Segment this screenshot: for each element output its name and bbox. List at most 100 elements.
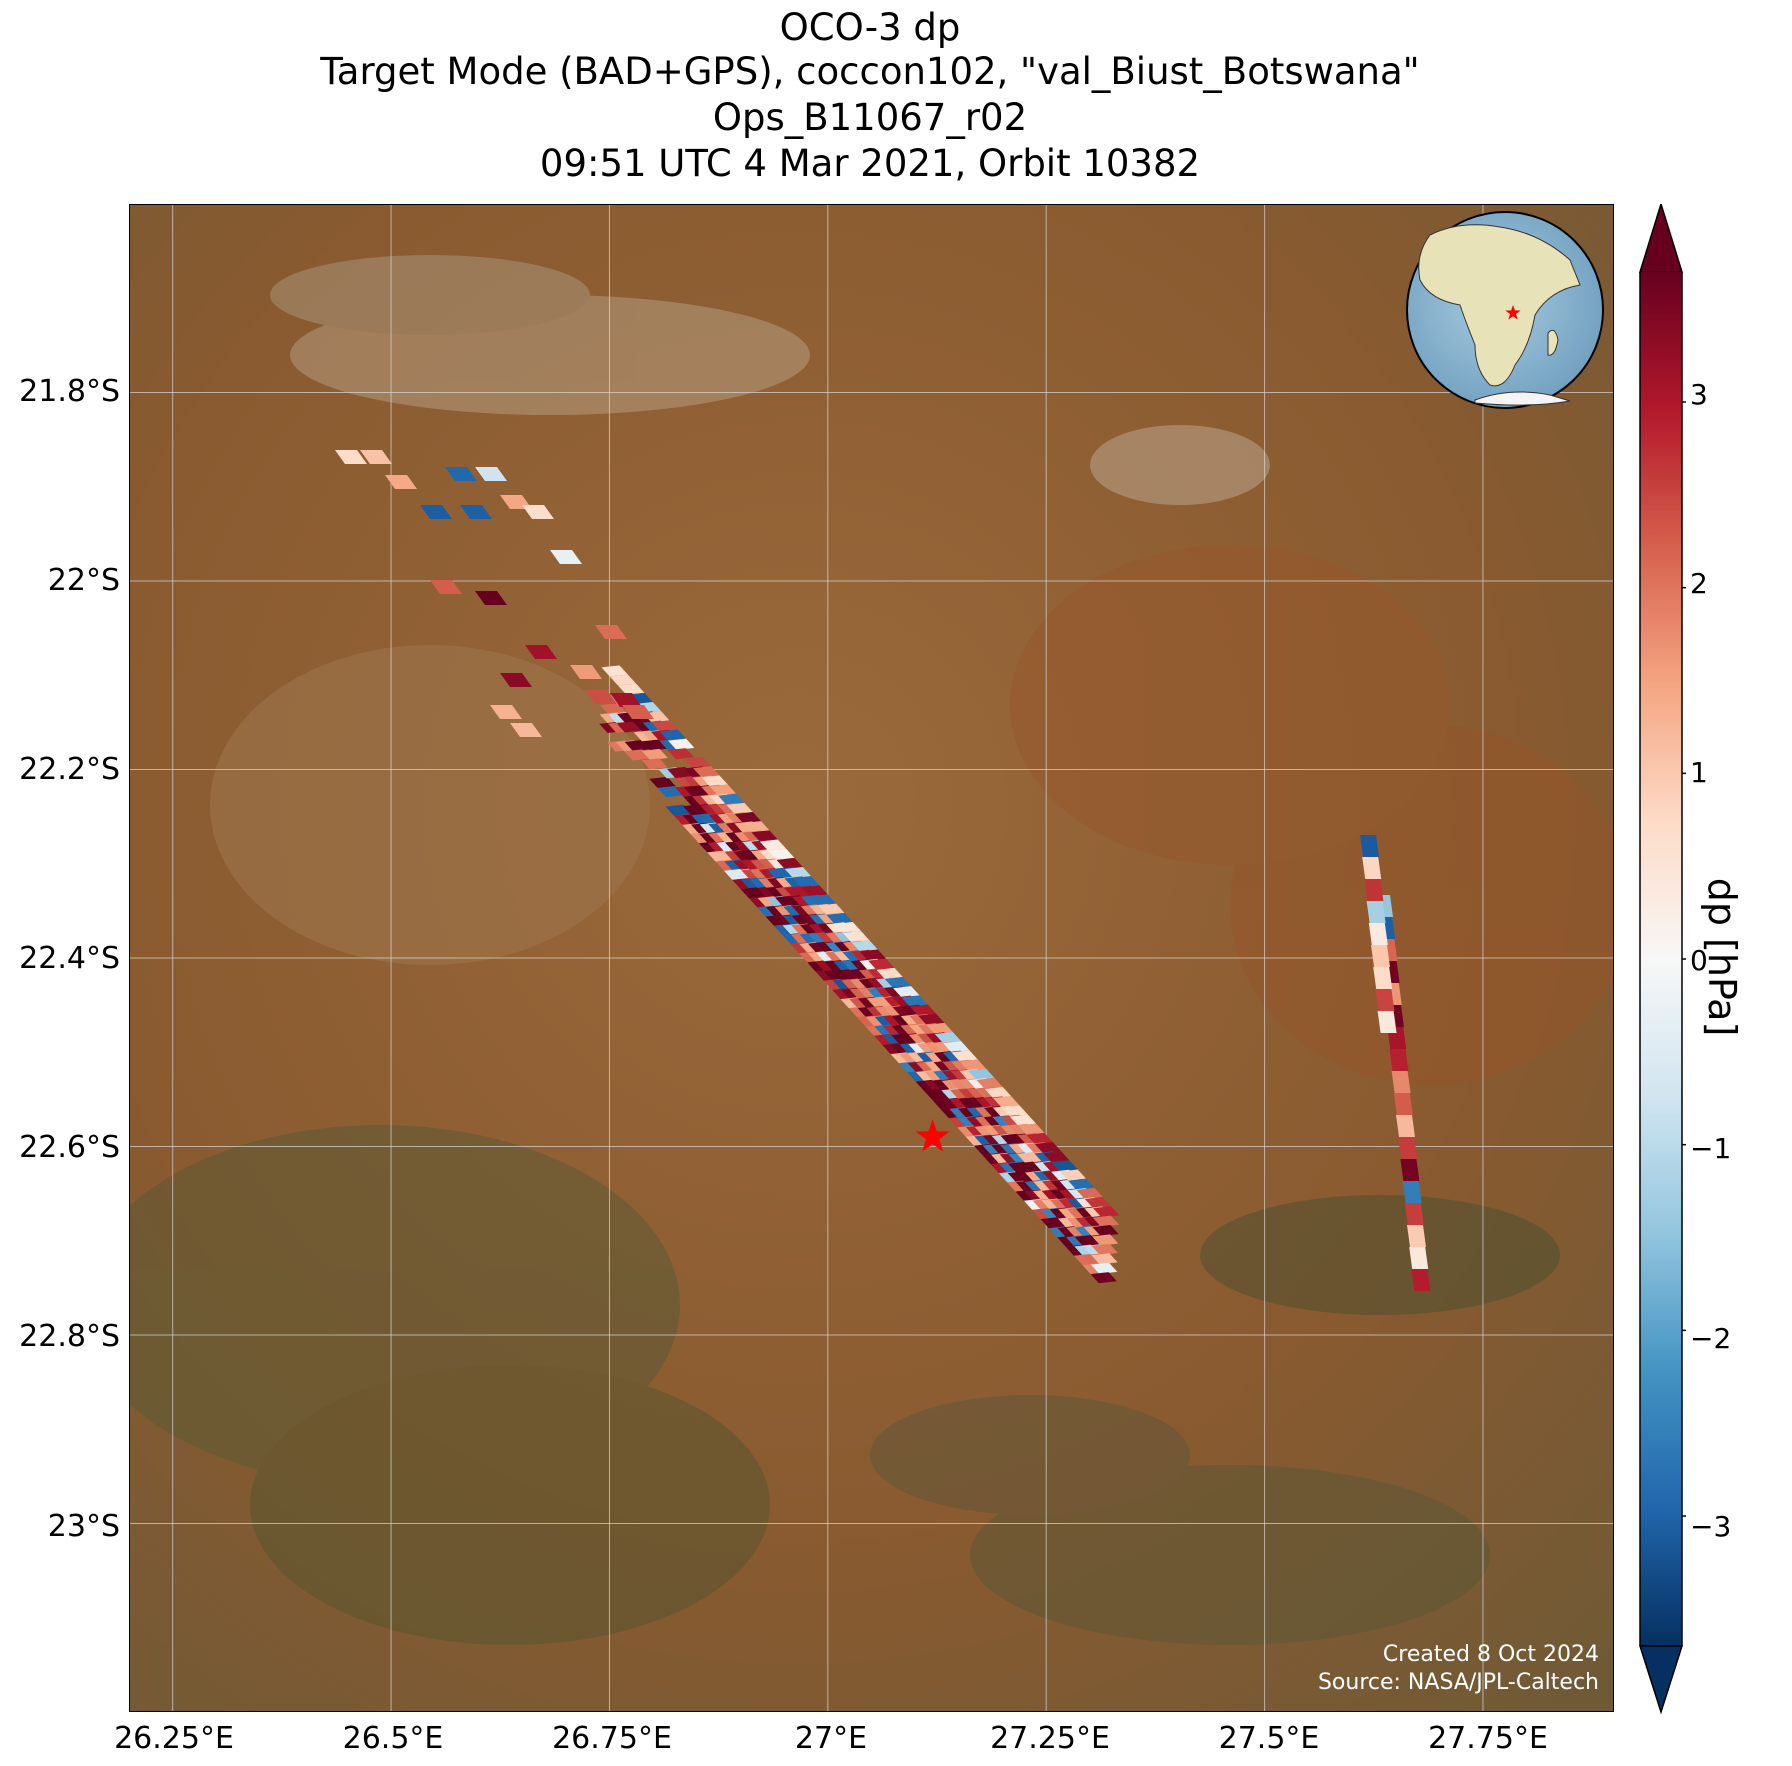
sounding-cell bbox=[1398, 1137, 1418, 1159]
sounding-cell bbox=[609, 674, 637, 686]
lat-label-22.4: 22.4°S bbox=[19, 941, 120, 976]
sounding-cell bbox=[1400, 1159, 1420, 1181]
lon-label-26.5: 26.5°E bbox=[342, 1721, 444, 1756]
sounding-cell bbox=[1051, 1160, 1078, 1172]
sounding-cell bbox=[1076, 1187, 1103, 1199]
sounding-cell bbox=[859, 949, 887, 961]
globe-antarctica bbox=[1474, 391, 1571, 406]
terrain-texture bbox=[130, 255, 1613, 1645]
sounding-cell bbox=[826, 912, 853, 924]
sounding-cell bbox=[445, 467, 477, 481]
sounding-cell bbox=[868, 958, 895, 970]
sounding-cell bbox=[1001, 1105, 1028, 1117]
sounding-cell bbox=[759, 839, 787, 851]
title-line-1: OCO-3 dp bbox=[779, 6, 961, 49]
sounding-cell bbox=[1371, 945, 1390, 967]
sounding-cell bbox=[884, 976, 912, 989]
sounding-cell bbox=[525, 645, 557, 659]
inset-globe bbox=[1406, 211, 1604, 409]
sounding-cell bbox=[1364, 879, 1384, 901]
sounding-cell bbox=[793, 876, 820, 888]
sounding-cell bbox=[1092, 1224, 1119, 1237]
sounding-cell bbox=[1366, 901, 1386, 923]
sounding-cell bbox=[726, 802, 753, 814]
sounding-cell bbox=[360, 450, 392, 464]
sounding-cell bbox=[641, 758, 668, 770]
lat-label-22.8: 22.8°S bbox=[19, 1319, 120, 1354]
sounding-cell bbox=[1068, 1178, 1095, 1190]
sounding-cell bbox=[709, 784, 737, 796]
sounding-cell bbox=[693, 766, 720, 778]
cbar-tick-1: 1 bbox=[1690, 756, 1708, 789]
sounding-cell bbox=[601, 665, 628, 677]
sounding-cell bbox=[1377, 1011, 1397, 1033]
sounding-cell bbox=[743, 821, 770, 833]
sounding-cell bbox=[651, 720, 678, 732]
map-panel[interactable]: Created 8 Oct 2024 Source: NASA/JPL-Calt… bbox=[129, 204, 1614, 1712]
colorbar bbox=[1638, 204, 1686, 1714]
colorbar-extend-min bbox=[1638, 1645, 1684, 1714]
sounding-cell bbox=[768, 848, 795, 860]
cbar-tick-3: 3 bbox=[1690, 378, 1708, 411]
sounding-cell bbox=[1409, 1247, 1429, 1269]
sounding-cell bbox=[1092, 1234, 1119, 1246]
sounding-swath bbox=[335, 450, 1120, 1284]
sounding-cell bbox=[1018, 1123, 1045, 1135]
sounding-cell bbox=[500, 673, 532, 687]
sounding-cell bbox=[1091, 1253, 1118, 1265]
gridlines bbox=[130, 205, 1613, 1711]
sounding-cell bbox=[659, 729, 687, 741]
sounding-cell bbox=[1090, 1262, 1118, 1274]
sounding-cell bbox=[622, 705, 654, 719]
sounding-cell bbox=[801, 885, 828, 897]
sounding-cell bbox=[776, 857, 803, 869]
sounding-cell bbox=[909, 1004, 937, 1016]
sounding-cell bbox=[976, 1077, 1003, 1089]
sounding-cell bbox=[1407, 1225, 1426, 1247]
lat-label-22.6: 22.6°S bbox=[19, 1130, 120, 1165]
sounding-cell bbox=[420, 505, 452, 519]
sounding-cell bbox=[1396, 1115, 1415, 1137]
sounding-cell bbox=[843, 931, 870, 943]
sounding-cell bbox=[668, 738, 695, 750]
title-line-4: 09:51 UTC 4 Mar 2021, Orbit 10382 bbox=[539, 142, 1201, 185]
sounding-cell bbox=[550, 550, 582, 564]
lon-label-26.75: 26.75°E bbox=[552, 1721, 672, 1756]
sounding-cell bbox=[585, 690, 617, 704]
lon-label-27.5: 27.5°E bbox=[1218, 1721, 1320, 1756]
sounding-cell bbox=[610, 693, 642, 707]
lat-label-21.8: 21.8°S bbox=[19, 374, 120, 409]
cbar-tick-0: 0 bbox=[1690, 944, 1708, 977]
sounding-cell bbox=[876, 967, 903, 979]
sounding-cell bbox=[893, 986, 920, 998]
sounding-cell bbox=[667, 748, 695, 760]
sounding-cell bbox=[1084, 1196, 1112, 1209]
sounding-cell bbox=[649, 776, 676, 789]
sounding-cell bbox=[460, 505, 492, 519]
lat-label-22.2: 22.2°S bbox=[19, 752, 120, 787]
sounding-cell bbox=[684, 756, 712, 769]
sounding-cell bbox=[1373, 967, 1393, 989]
sounding-cell bbox=[851, 940, 878, 952]
sounding-cell bbox=[934, 1031, 962, 1044]
cbar-tick-m1: −1 bbox=[1690, 1132, 1732, 1165]
sounding-cell bbox=[943, 1041, 970, 1053]
lat-label-23.0: 23°S bbox=[47, 1509, 120, 1544]
sounding-cell bbox=[1091, 1243, 1118, 1255]
lon-label-27.25: 27.25°E bbox=[990, 1721, 1110, 1756]
sounding-cell bbox=[1090, 1272, 1117, 1284]
target-marker-star bbox=[915, 1119, 950, 1152]
sounding-cell bbox=[1059, 1169, 1087, 1181]
sounding-cell bbox=[951, 1050, 978, 1062]
cbar-tick-2: 2 bbox=[1690, 567, 1708, 600]
sounding-cell bbox=[1391, 1071, 1411, 1093]
sounding-cell bbox=[918, 1013, 945, 1025]
sounding-cell bbox=[510, 723, 542, 737]
sounding-cell bbox=[701, 775, 728, 787]
globe-madagascar bbox=[1547, 329, 1559, 356]
credit-created: Created 8 Oct 2024 bbox=[1382, 1642, 1599, 1667]
sounding-cell bbox=[1009, 1114, 1037, 1126]
sounding-cell bbox=[968, 1068, 995, 1080]
map-svg bbox=[130, 205, 1613, 1711]
sounding-cell bbox=[1368, 923, 1388, 945]
